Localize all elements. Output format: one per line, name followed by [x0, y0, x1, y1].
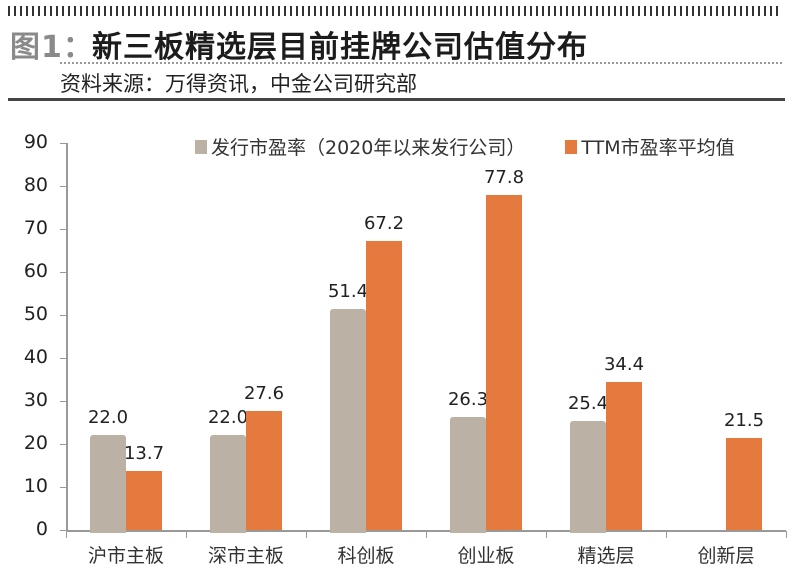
- x-category-label: 科创板: [337, 545, 395, 567]
- y-tick-label: 20: [23, 432, 48, 454]
- x-category-label: 精选层: [577, 545, 635, 567]
- legend-label: TTM市盈率平均值: [581, 137, 735, 159]
- y-tick-label: 70: [23, 217, 48, 239]
- y-tick-label: 30: [23, 389, 48, 411]
- data-label: 34.4: [603, 354, 645, 376]
- y-tick: [60, 143, 67, 144]
- bar-issue-pe: [210, 435, 246, 533]
- bar-ttm-pe: [606, 382, 642, 530]
- dotted-divider: [60, 62, 782, 64]
- bar-ttm-pe: [246, 411, 282, 530]
- bar-ttm-pe: [126, 471, 162, 530]
- y-tick: [60, 487, 67, 488]
- y-tick-label: 80: [23, 174, 48, 196]
- y-tick: [60, 401, 67, 402]
- data-label: 26.3: [447, 388, 489, 410]
- x-category-label: 创业板: [457, 545, 515, 567]
- legend-swatch-orange: [565, 139, 578, 154]
- data-label: 27.6: [243, 383, 285, 405]
- y-tick-label: 50: [23, 303, 48, 325]
- figure-label: 图1：: [10, 30, 94, 65]
- bar-ttm-pe: [726, 437, 762, 530]
- x-tick: [786, 531, 787, 538]
- x-category-label: 沪市主板: [87, 545, 164, 567]
- legend-swatch-grey: [195, 139, 207, 154]
- y-tick-label: 90: [23, 131, 48, 153]
- x-tick: [66, 531, 67, 538]
- y-tick-label: 60: [23, 260, 48, 282]
- y-tick: [60, 229, 67, 230]
- x-tick: [306, 531, 307, 538]
- y-tick: [60, 444, 67, 445]
- data-label: 77.8: [483, 167, 525, 189]
- x-tick: [666, 531, 667, 538]
- data-label: 51.4: [327, 280, 369, 302]
- y-tick-label: 10: [23, 475, 48, 497]
- decorative-stripe: [8, 6, 782, 16]
- header-rule: [8, 98, 785, 101]
- data-label: 21.5: [723, 409, 765, 431]
- x-category-label: 深市主板: [207, 545, 284, 567]
- legend-label: 发行市盈率（2020年以来发行公司）: [211, 137, 526, 159]
- bar-issue-pe: [570, 420, 606, 533]
- bar-issue-pe: [450, 416, 486, 533]
- bar-ttm-pe: [366, 241, 402, 530]
- source-note: 资料来源：万得资讯，中金公司研究部: [60, 72, 417, 96]
- bar-issue-pe: [330, 308, 366, 533]
- x-category-label: 创新层: [697, 545, 755, 567]
- y-tick: [60, 272, 67, 273]
- y-axis: [66, 143, 68, 531]
- data-label: 22.0: [87, 407, 129, 429]
- legend: 发行市盈率（2020年以来发行公司） TTM市盈率平均值: [195, 133, 775, 160]
- y-tick: [60, 530, 67, 531]
- x-tick: [426, 531, 427, 538]
- chart-title: 新三板精选层目前挂牌公司估值分布: [92, 30, 588, 65]
- data-label: 22.0: [207, 407, 249, 429]
- data-label: 25.4: [567, 392, 609, 414]
- legend-item-issue-pe: 发行市盈率（2020年以来发行公司）: [195, 133, 525, 160]
- y-tick-label: 40: [23, 346, 48, 368]
- x-tick: [546, 531, 547, 538]
- x-tick: [186, 531, 187, 538]
- y-tick: [60, 186, 67, 187]
- data-label: 13.7: [123, 443, 165, 465]
- legend-item-ttm-pe: TTM市盈率平均值: [565, 133, 735, 160]
- data-label: 67.2: [363, 213, 405, 235]
- y-tick-label: 0: [35, 518, 48, 540]
- bar-issue-pe: [90, 435, 126, 533]
- bar-ttm-pe: [486, 195, 522, 530]
- y-tick: [60, 315, 67, 316]
- y-tick: [60, 358, 67, 359]
